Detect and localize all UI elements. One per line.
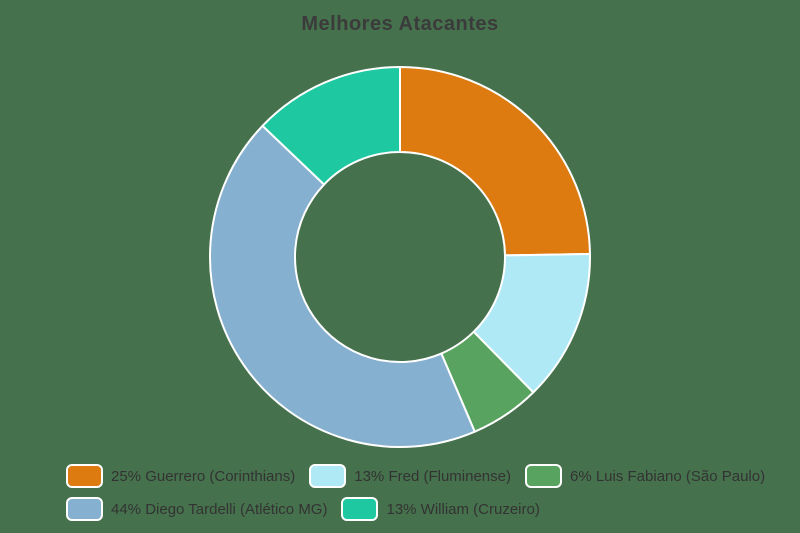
legend-item-william-cruzeiro[interactable]: 13% William (Cruzeiro) — [341, 497, 540, 521]
legend-swatch-luis-fabiano-sao-paulo — [524, 464, 562, 488]
legend-swatch-fred-fluminense — [309, 464, 347, 488]
legend-row: 25% Guerrero (Corinthians) 13% Fred (Flum… — [66, 464, 786, 488]
legend-swatch-william-cruzeiro — [341, 497, 379, 521]
legend-label-luis-fabiano-sao-paulo: 6% Luis Fabiano (São Paulo) — [569, 467, 766, 485]
legend-swatch-guerrero-corinthians — [66, 464, 103, 488]
chart-legend: 25% Guerrero (Corinthians) 13% Fred (Flum… — [66, 464, 786, 530]
legend-item-guerrero-corinthians[interactable]: 25% Guerrero (Corinthians) — [66, 464, 295, 488]
slice-william-cruzeiro[interactable] — [261, 66, 401, 186]
chart-title: Melhores Atacantes — [301, 13, 499, 35]
slice-guerrero-corinthians[interactable] — [399, 66, 591, 257]
legend-label-fred-fluminense: 13% Fred (Fluminense) — [354, 467, 511, 485]
legend-label-william-cruzeiro: 13% William (Cruzeiro) — [386, 500, 540, 518]
legend-item-fred-fluminense[interactable]: 13% Fred (Fluminense) — [309, 464, 511, 488]
legend-swatch-diego-tardelli-atletico-mg — [66, 497, 103, 521]
legend-label-guerrero-corinthians: 25% Guerrero (Corinthians) — [111, 467, 296, 485]
legend-item-diego-tardelli-atletico-mg[interactable]: 44% Diego Tardelli (Atlético MG) — [66, 497, 327, 521]
legend-label-diego-tardelli-atletico-mg: 44% Diego Tardelli (Atlético MG) — [111, 500, 328, 518]
legend-row: 44% Diego Tardelli (Atlético MG) 13% Will… — [66, 497, 786, 521]
slice-diego-tardelli-atletico-mg[interactable] — [209, 124, 476, 448]
legend-item-luis-fabiano-sao-paulo[interactable]: 6% Luis Fabiano (São Paulo) — [524, 464, 766, 488]
